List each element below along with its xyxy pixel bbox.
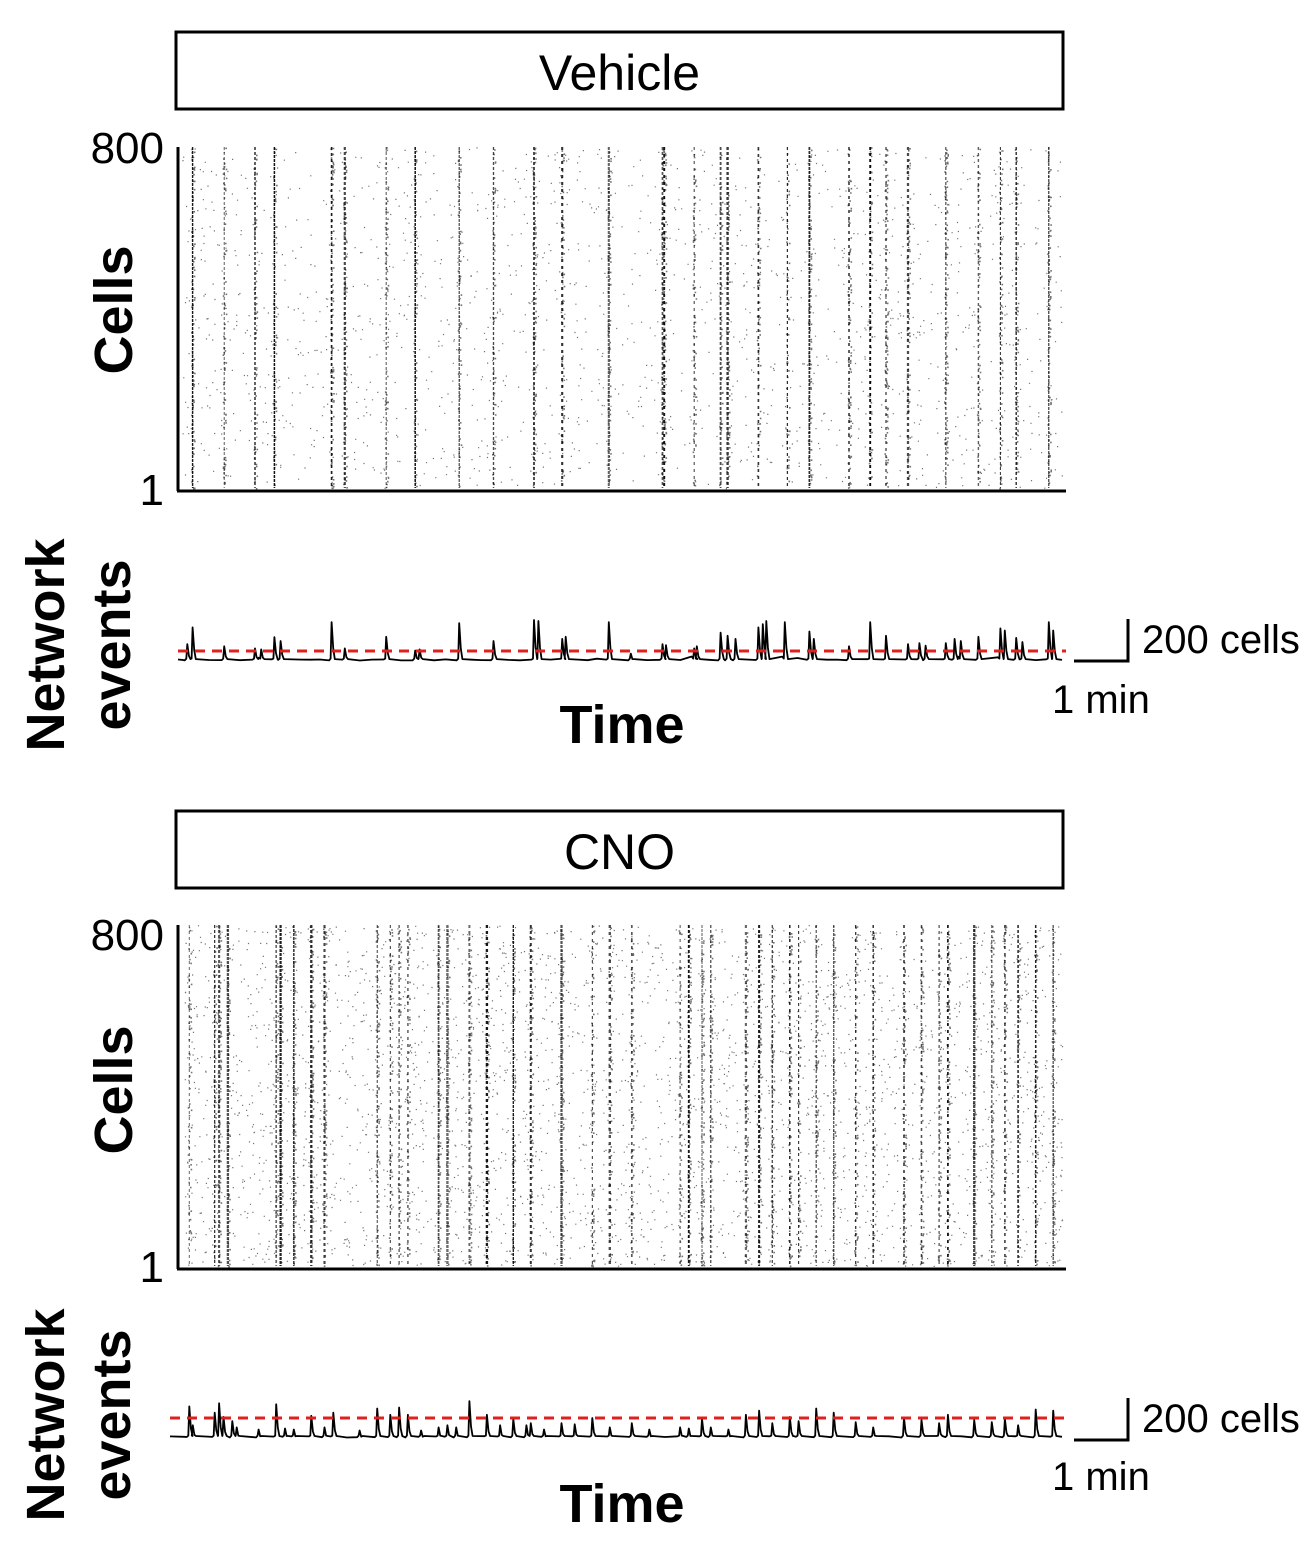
raster-y-label: Cells: [84, 245, 144, 374]
condition-box: [174, 30, 1065, 111]
panel-cno: CNO 800 1 Cells Network events Time 200 …: [16, 809, 1300, 1534]
raster-plot: 800 1 Cells: [84, 124, 1066, 515]
raster-marks: [182, 147, 1063, 490]
condition-label: Vehicle: [539, 45, 700, 101]
scale-bar: 200 cells 1 min: [1052, 1397, 1300, 1499]
panel-vehicle: Vehicle 800 1 Cells Network events Time …: [16, 30, 1300, 755]
network-trace: [177, 619, 1063, 662]
trace-x-label: Time: [559, 695, 684, 755]
scale-bar: 200 cells 1 min: [1052, 618, 1300, 722]
scale-bar-x-label: 1 min: [1052, 678, 1150, 722]
trace-y-label-line2: events: [82, 1329, 142, 1500]
trace-y-label-line2: events: [82, 559, 142, 730]
raster-spikes: [184, 925, 1064, 1268]
trace-x-label: Time: [559, 1474, 684, 1534]
network-events-plot: Network events Time 200 cells 1 min: [16, 1308, 1300, 1534]
scale-bar-y-label: 200 cells: [1142, 618, 1300, 662]
scale-bar-x-label: 1 min: [1052, 1455, 1150, 1499]
raster-y-label: Cells: [84, 1025, 144, 1154]
raster-spikes: [182, 147, 1063, 490]
scale-bar-lines: [1074, 619, 1130, 663]
condition-box: [174, 809, 1065, 890]
scale-bar-y-label: 200 cells: [1142, 1397, 1300, 1441]
condition-label: CNO: [564, 824, 675, 880]
raster-marks: [184, 925, 1064, 1268]
trace-y-label-line1: Network: [16, 538, 76, 752]
trace-y-label-line1: Network: [16, 1308, 76, 1522]
y-tick-top: 800: [91, 124, 164, 173]
network-events-plot: Network events Time 200 cells 1 min: [16, 538, 1300, 755]
raster-plot: 800 1 Cells: [84, 911, 1066, 1292]
y-tick-top: 800: [91, 911, 164, 960]
network-trace: [169, 1400, 1063, 1439]
y-tick-bottom: 1: [140, 466, 164, 515]
y-tick-bottom: 1: [140, 1243, 164, 1292]
scale-bar-lines: [1074, 1398, 1130, 1442]
